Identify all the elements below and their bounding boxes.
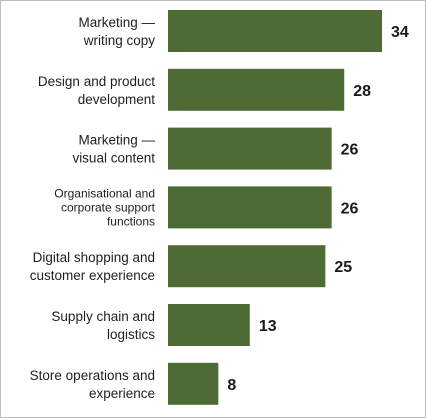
category-label-2: Marketing — visual content — [72, 133, 155, 166]
value-label-3: 26 — [341, 200, 359, 217]
category-label-1: Design and product development — [38, 74, 155, 107]
category-label-4: Digital shopping and customer experience — [30, 250, 155, 283]
bar-6 — [168, 362, 219, 405]
bar-3 — [168, 186, 332, 229]
value-label-1: 28 — [353, 83, 371, 100]
category-label-6: Store operations and experience — [30, 368, 155, 401]
bar-5 — [168, 304, 250, 346]
bar-0 — [168, 10, 382, 52]
bar-4 — [168, 245, 326, 288]
value-label-0: 34 — [391, 24, 409, 41]
category-label-0: Marketing — writing copy — [78, 15, 155, 48]
bar-2 — [168, 127, 332, 170]
category-label-3: Organisational and corporate support funct… — [54, 186, 155, 228]
value-label-5: 13 — [259, 318, 277, 335]
value-label-6: 8 — [227, 377, 236, 394]
value-label-2: 26 — [341, 142, 359, 159]
bar-1 — [168, 68, 345, 111]
value-label-4: 25 — [334, 259, 352, 276]
category-label-5: Supply chain and logistics — [51, 309, 155, 342]
